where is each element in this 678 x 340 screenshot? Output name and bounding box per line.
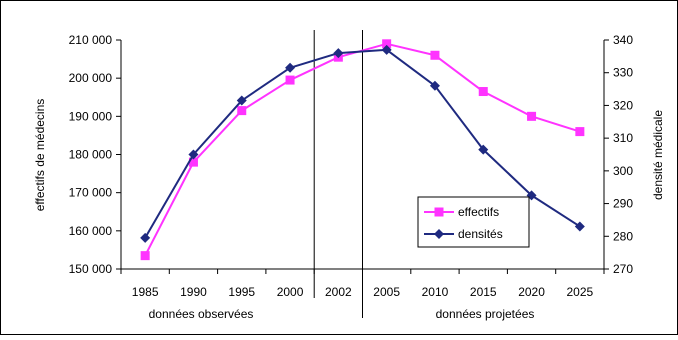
x-tick-label: 2015 (470, 285, 497, 299)
data-point (188, 157, 198, 167)
series-line (144, 48, 581, 239)
y-tick-label: 210 000 (69, 33, 113, 47)
y-tick-label: 170 000 (69, 186, 113, 200)
legend-item-densites: densités (424, 227, 503, 241)
x-tick-label: 1990 (180, 285, 207, 299)
x-tick-label: 2025 (566, 285, 593, 299)
period-label-observed: données observées (149, 307, 254, 321)
period-label-projected: données projetées (436, 307, 535, 321)
data-point (188, 149, 199, 160)
data-point (236, 95, 247, 106)
y-tick-label: 190 000 (69, 109, 113, 123)
x-tick-label: 2000 (277, 285, 304, 299)
x-tick-label: 2002 (325, 285, 352, 299)
y2-axis-title: densité médicale (651, 110, 665, 200)
y-tick-label: 160 000 (69, 224, 113, 238)
data-point (527, 111, 537, 121)
data-point (478, 87, 488, 97)
legend-marker-square-icon (434, 207, 444, 217)
legend-label-densites: densités (458, 227, 503, 241)
data-point (140, 232, 151, 243)
y2-tick-label: 290 (613, 197, 633, 211)
data-point (333, 48, 344, 59)
data-point (574, 221, 585, 232)
x-tick-label: 2005 (373, 285, 400, 299)
y2-tick-label: 310 (613, 131, 633, 145)
x-tick-label: 2010 (422, 285, 449, 299)
series-densites (140, 44, 585, 243)
legend-label-effectifs: effectifs (458, 205, 499, 219)
y2-tick-label: 300 (613, 164, 633, 178)
y2-tick-label: 270 (613, 262, 633, 276)
legend-item-effectifs: effectifs (424, 205, 499, 219)
axes: 150 000 160 000 170 000 180 000 190 000 200 0… (69, 30, 633, 318)
data-point (478, 144, 489, 155)
data-point (237, 106, 247, 116)
data-point (285, 62, 296, 73)
y2-tick-label: 280 (613, 229, 633, 243)
legend-box (417, 196, 530, 248)
data-point (430, 50, 440, 60)
data-point (285, 75, 295, 85)
data-point (575, 127, 585, 137)
y-tick-label: 180 000 (69, 148, 113, 162)
data-point (429, 80, 440, 91)
x-tick-label: 2020 (518, 285, 545, 299)
legend: effectifs densités (417, 196, 530, 248)
x-tick-label: 1985 (132, 285, 159, 299)
legend-marker-diamond-icon (434, 229, 444, 239)
y-tick-label: 200 000 (69, 71, 113, 85)
data-point (140, 251, 150, 261)
y2-tick-label: 330 (613, 66, 633, 80)
y-axis-title: effectifs de médecins (33, 99, 47, 212)
y2-tick-label: 320 (613, 98, 633, 112)
y2-tick-label: 340 (613, 33, 633, 47)
data-point (382, 39, 392, 49)
data-point (381, 44, 392, 55)
y-tick-label: 150 000 (69, 262, 113, 276)
x-tick-label: 1995 (228, 285, 255, 299)
